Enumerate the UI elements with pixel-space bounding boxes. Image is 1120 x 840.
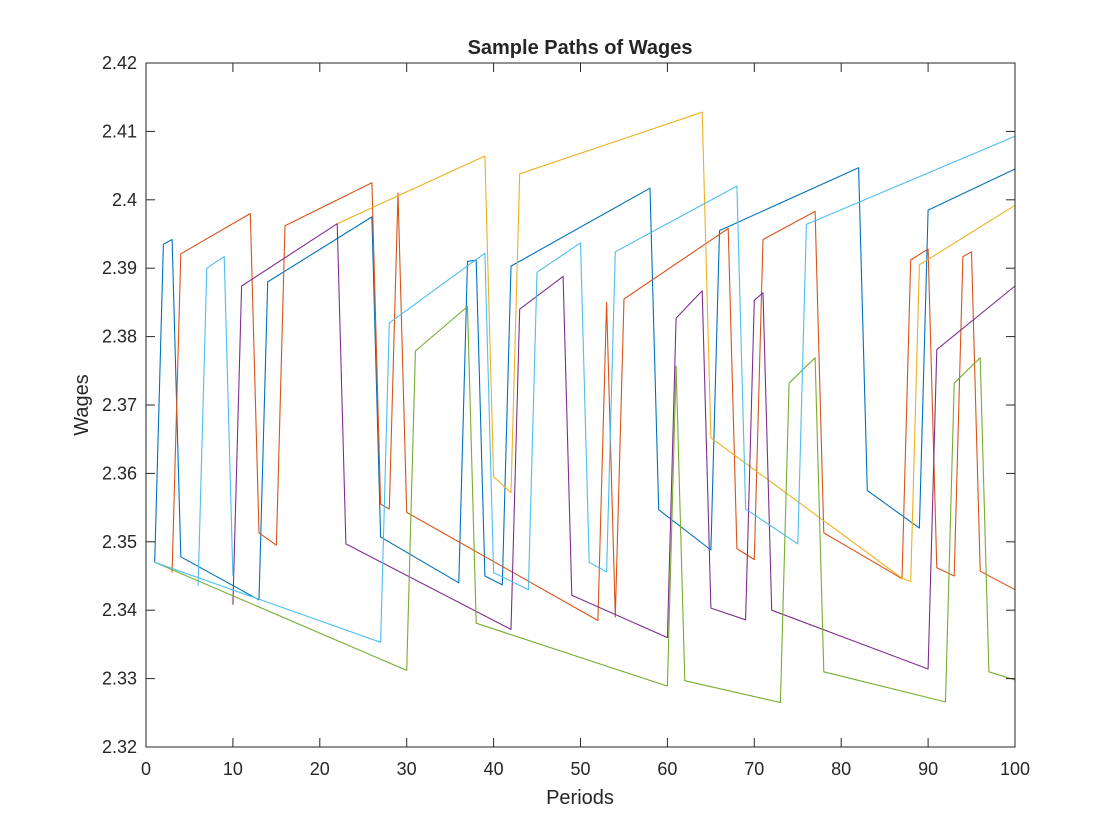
- x-axis-title: Periods: [546, 787, 614, 809]
- x-tick-label: 70: [744, 759, 764, 779]
- x-tick-label: 30: [397, 759, 417, 779]
- x-tick-label: 0: [141, 759, 151, 779]
- x-tick-label: 50: [570, 759, 590, 779]
- x-tick-label: 10: [223, 759, 243, 779]
- y-axis-title: Wages: [71, 374, 93, 436]
- y-tick-label: 2.32: [102, 737, 137, 757]
- series-line-5: [154, 305, 1016, 704]
- y-tick-label: 2.38: [102, 327, 137, 347]
- x-tick-label: 100: [1000, 759, 1030, 779]
- y-tick-label: 2.42: [102, 53, 137, 73]
- y-tick-label: 2.35: [102, 532, 137, 552]
- series-line-3: [336, 111, 1016, 583]
- y-tick-label: 2.41: [102, 121, 137, 141]
- x-tick-label: 20: [310, 759, 330, 779]
- series-line-6: [154, 135, 1016, 643]
- y-tick-label: 2.4: [112, 190, 137, 210]
- y-tick-label: 2.36: [102, 463, 137, 483]
- x-tick-label: 40: [484, 759, 504, 779]
- x-tick-label: 60: [657, 759, 677, 779]
- y-tick-label: 2.37: [102, 395, 137, 415]
- series-line-2: [171, 182, 1016, 622]
- x-tick-label: 80: [831, 759, 851, 779]
- tick-layer: 0 10 20 30 40 50 60 70 80 90 100 2.32 2.33 2.34 2.35 2.…: [102, 53, 1030, 779]
- y-tick-label: 2.39: [102, 258, 137, 278]
- plot-area: [146, 63, 1015, 747]
- series-layer: [154, 111, 1016, 704]
- chart-title: Sample Paths of Wages: [468, 37, 693, 59]
- x-tick-label: 90: [918, 759, 938, 779]
- series-line-7: [197, 256, 234, 587]
- y-tick-label: 2.34: [102, 600, 137, 620]
- y-tick-label: 2.33: [102, 669, 137, 689]
- series-line-4: [232, 223, 1016, 670]
